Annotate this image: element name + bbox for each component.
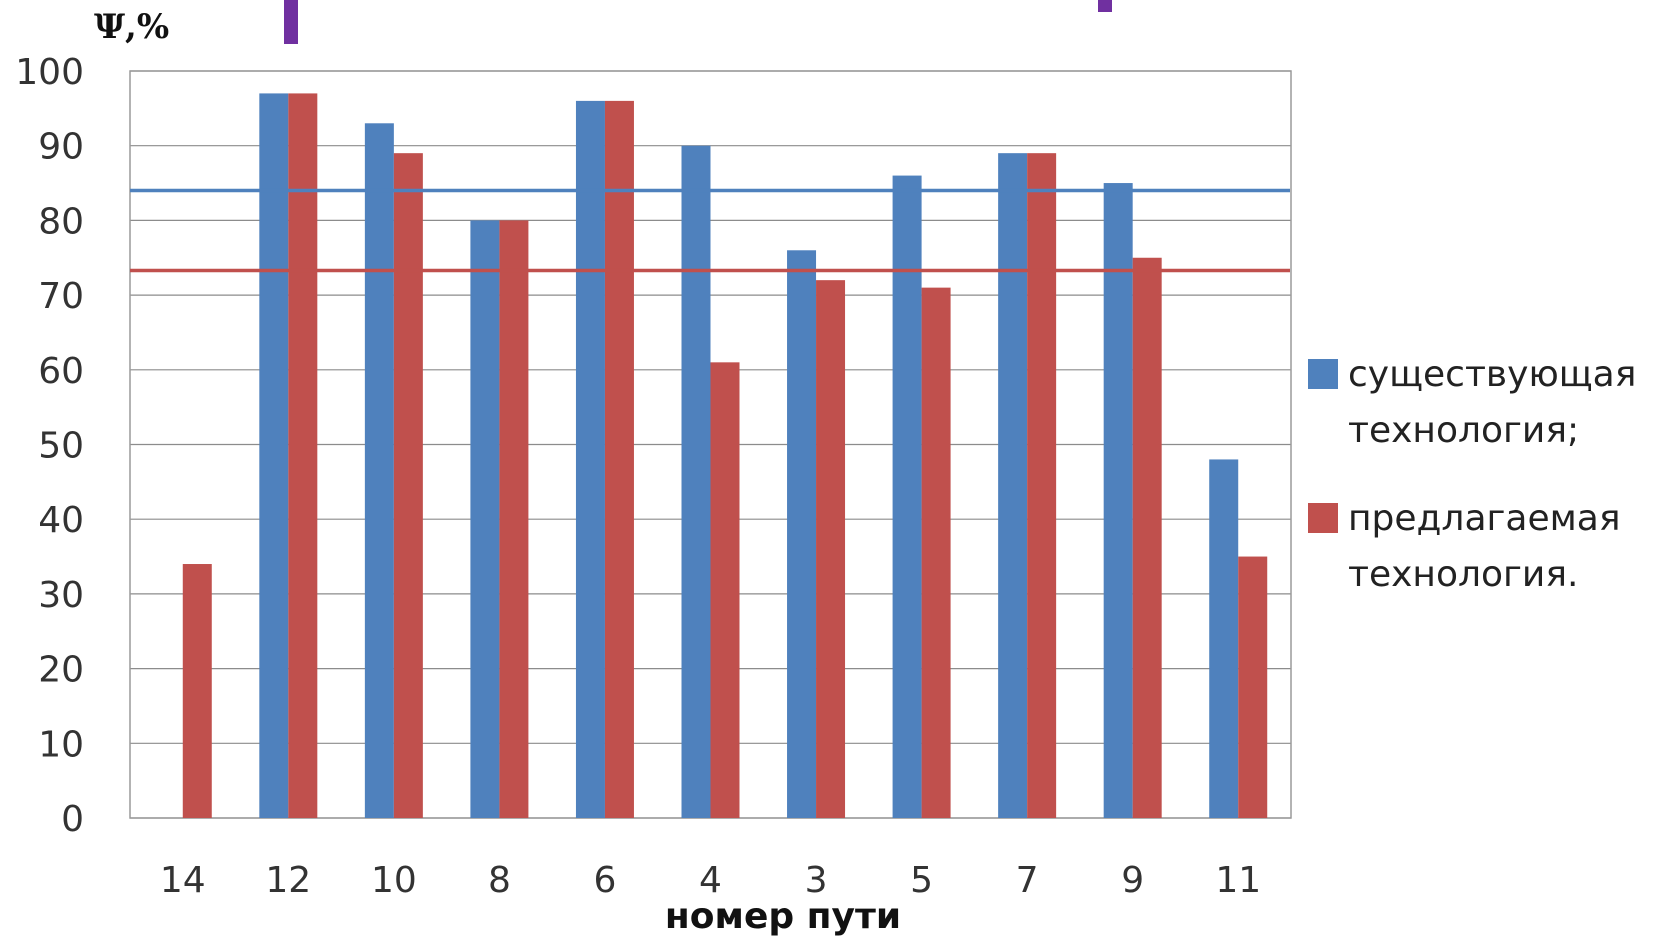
bar-proposed (1238, 556, 1268, 818)
legend-swatch-existing (1308, 359, 1338, 389)
legend-label-proposed-line2: технология. (1348, 554, 1578, 595)
y-tick-label: 50 (38, 426, 84, 467)
bar-existing (787, 250, 817, 818)
y-tick-label: 60 (38, 351, 84, 392)
x-tick-label: 10 (371, 860, 417, 901)
y-tick-label: 90 (38, 127, 84, 168)
legend-label-proposed-line1: предлагаемая (1348, 498, 1621, 539)
bar-proposed (182, 564, 212, 818)
bar-existing (364, 123, 394, 819)
y-tick-label: 40 (38, 500, 84, 541)
bar-existing (681, 145, 711, 818)
y-axis-label: Ψ,% (94, 7, 169, 47)
x-tick-label: 7 (1016, 860, 1039, 901)
x-tick-label: 8 (488, 860, 511, 901)
legend-swatch-proposed (1308, 503, 1338, 533)
bar-existing (998, 153, 1028, 819)
y-tick-label: 100 (15, 52, 84, 93)
bar-proposed (1132, 257, 1162, 818)
bar-existing (1209, 459, 1239, 818)
bar-existing (470, 220, 500, 818)
y-tick-label: 80 (38, 201, 84, 242)
bar-proposed (710, 362, 740, 818)
bar-proposed (816, 280, 846, 818)
bar-existing (1103, 183, 1133, 819)
x-axis-label: номер пути (665, 896, 901, 937)
bar-proposed (288, 93, 318, 818)
bars (182, 93, 1268, 819)
bar-existing (892, 175, 922, 818)
legend-label-existing-line1: существующая (1348, 354, 1636, 395)
x-tick-label: 6 (594, 860, 617, 901)
x-tick-label: 11 (1215, 860, 1261, 901)
bar-proposed (1027, 153, 1057, 819)
y-tick-label: 10 (38, 724, 84, 765)
bar-proposed (499, 220, 529, 818)
legend-label-existing-line2: технология; (1348, 410, 1579, 451)
title-fragment-mark (284, 0, 298, 44)
y-tick-label: 20 (38, 650, 84, 691)
bar-proposed (604, 100, 634, 818)
x-tick-label: 5 (910, 860, 933, 901)
x-tick-label: 4 (699, 860, 722, 901)
legend: существующая технология; предлагаемая те… (1308, 354, 1636, 595)
y-tick-label: 30 (38, 575, 84, 616)
x-tick-label: 14 (160, 860, 206, 901)
x-tick-label: 9 (1121, 860, 1144, 901)
bar-proposed (393, 153, 423, 819)
x-axis-ticks: 14 12 10 8 6 4 3 5 7 9 11 (160, 860, 1261, 901)
x-tick-label: 12 (265, 860, 311, 901)
bar-proposed (921, 287, 951, 818)
y-tick-label: 0 (61, 799, 84, 840)
average-lines (130, 188, 1290, 273)
bar-existing (259, 93, 289, 818)
x-tick-label: 3 (805, 860, 828, 901)
y-axis-ticks: 0 10 20 30 40 50 60 70 80 90 100 (15, 52, 84, 840)
title-fragment-mark (1098, 0, 1112, 12)
bar-existing (575, 100, 605, 818)
y-tick-label: 70 (38, 276, 84, 317)
